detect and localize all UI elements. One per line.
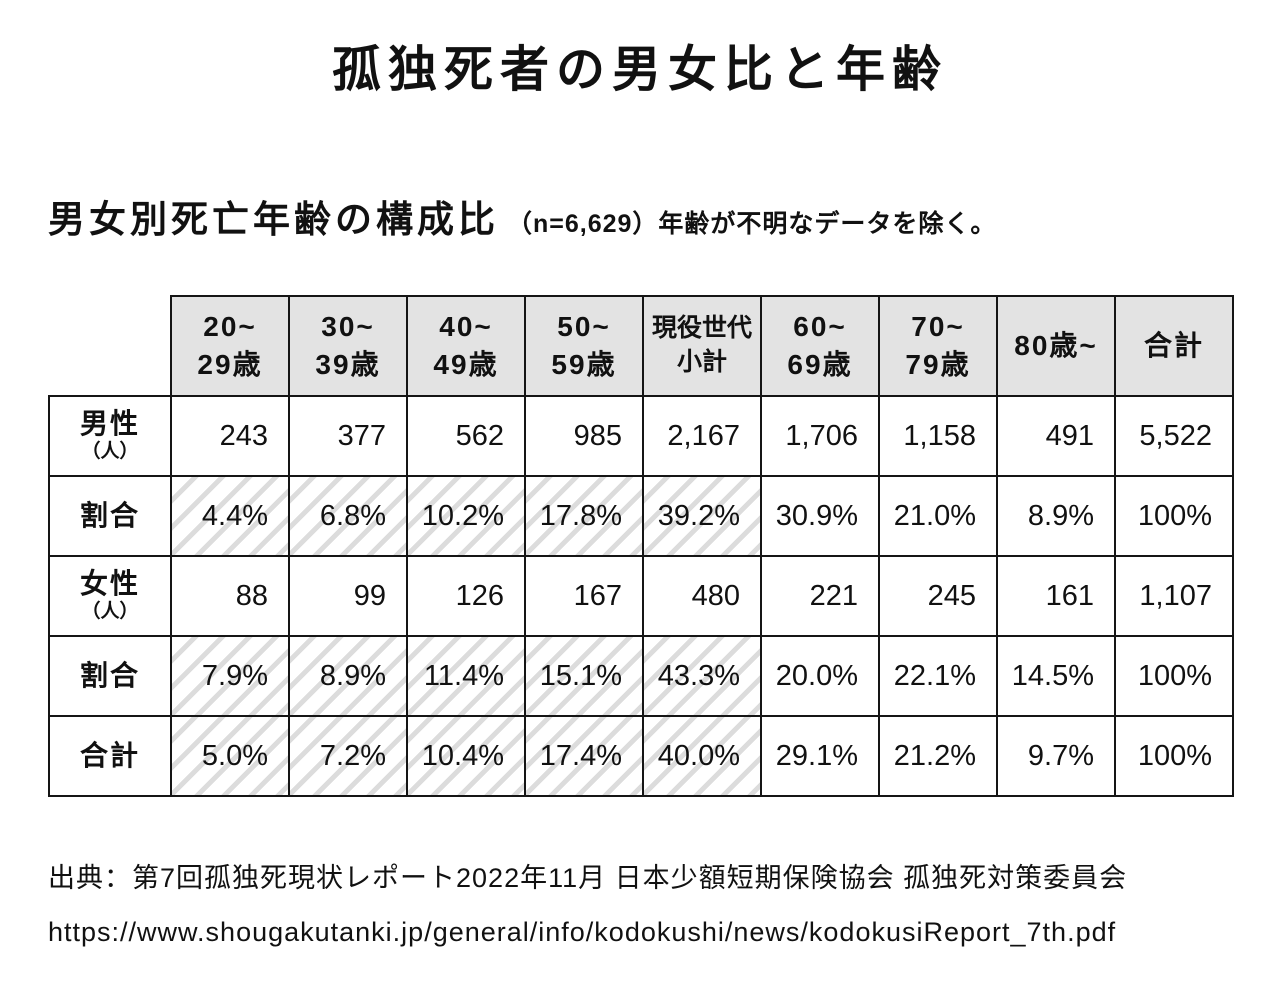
table-cell: 221 (760, 555, 880, 637)
sample-size-note: （n=6,629）年齢が不明なデータを除く。 (507, 210, 997, 238)
table-cell: 21.2% (878, 715, 998, 797)
table-row-male-ratio: 割合 4.4% 6.8% 10.2% 17.8% 39.2% 30.9% 21.… (48, 475, 1234, 557)
table-cell: 1,158 (878, 395, 998, 477)
row-label-male-ratio: 割合 (48, 475, 172, 557)
source-text: 出典：第7回孤独死現状レポート2022年11月 日本少額短期保険協会 孤独死対策… (48, 863, 1128, 893)
column-header-total: 合計 (1114, 295, 1234, 397)
table-cell: 100% (1114, 635, 1234, 717)
table-cell: 21.0% (878, 475, 998, 557)
section-heading: 男女別死亡年齢の構成比 （n=6,629）年齢が不明なデータを除く。 (48, 189, 1280, 243)
column-header-80plus: 80歳~ (996, 295, 1116, 397)
table-cell: 562 (406, 395, 526, 477)
table-row-female-ratio: 割合 7.9% 8.9% 11.4% 15.1% 43.3% 20.0% 22.… (48, 635, 1234, 717)
table-cell: 100% (1114, 715, 1234, 797)
column-header-40-49: 40~ 49歳 (406, 295, 526, 397)
row-label-female: 女性 （人） (48, 555, 172, 637)
table-cell: 167 (524, 555, 644, 637)
table-cell: 9.7% (996, 715, 1116, 797)
column-header-working-subtotal: 現役世代 小計 (642, 295, 762, 397)
table-cell: 8.9% (288, 635, 408, 717)
table-cell: 10.2% (406, 475, 526, 557)
table-cell: 2,167 (642, 395, 762, 477)
table-cell: 5.0% (170, 715, 290, 797)
stats-table: 20~ 29歳 30~ 39歳 40~ 49歳 50~ 59歳 現役世代 小計 60~ 69… (48, 295, 1234, 797)
table-cell: 10.4% (406, 715, 526, 797)
table-cell: 985 (524, 395, 644, 477)
corner-cell (49, 296, 171, 396)
table-row-female-count: 女性 （人） 88 99 126 167 480 221 245 161 1,10… (48, 555, 1234, 637)
table-cell: 491 (996, 395, 1116, 477)
table-cell: 245 (878, 555, 998, 637)
table-cell: 6.8% (288, 475, 408, 557)
table-cell: 17.4% (524, 715, 644, 797)
table-row-male-count: 男性 （人） 243 377 562 985 2,167 1,706 1,158 … (48, 395, 1234, 477)
row-label-total: 合計 (48, 715, 172, 797)
table-cell: 1,706 (760, 395, 880, 477)
table-cell: 7.9% (170, 635, 290, 717)
column-header-60-69: 60~ 69歳 (760, 295, 880, 397)
table-cell: 39.2% (642, 475, 762, 557)
table-row-total-ratio: 合計 5.0% 7.2% 10.4% 17.4% 40.0% 29.1% 21.… (48, 715, 1234, 797)
table-cell: 30.9% (760, 475, 880, 557)
table-cell: 29.1% (760, 715, 880, 797)
table-cell: 5,522 (1114, 395, 1234, 477)
table-cell: 243 (170, 395, 290, 477)
table-cell: 480 (642, 555, 762, 637)
table-cell: 20.0% (760, 635, 880, 717)
row-label-female-ratio: 割合 (48, 635, 172, 717)
table-cell: 14.5% (996, 635, 1116, 717)
column-header-20-29: 20~ 29歳 (170, 295, 290, 397)
table-cell: 99 (288, 555, 408, 637)
table-cell: 17.8% (524, 475, 644, 557)
column-header-30-39: 30~ 39歳 (288, 295, 408, 397)
table-cell: 126 (406, 555, 526, 637)
source-url: https://www.shougakutanki.jp/general/inf… (48, 917, 1117, 947)
table-cell: 4.4% (170, 475, 290, 557)
row-label-male: 男性 （人） (48, 395, 172, 477)
column-header-50-59: 50~ 59歳 (524, 295, 644, 397)
table-cell: 161 (996, 555, 1116, 637)
column-header-70-79: 70~ 79歳 (878, 295, 998, 397)
table-cell: 15.1% (524, 635, 644, 717)
table-cell: 1,107 (1114, 555, 1234, 637)
table-cell: 100% (1114, 475, 1234, 557)
table-cell: 8.9% (996, 475, 1116, 557)
table-cell: 88 (170, 555, 290, 637)
table-cell: 22.1% (878, 635, 998, 717)
table-cell: 43.3% (642, 635, 762, 717)
table-cell: 11.4% (406, 635, 526, 717)
table-header-row: 20~ 29歳 30~ 39歳 40~ 49歳 50~ 59歳 現役世代 小計 60~ 69… (49, 295, 1234, 397)
table-cell: 377 (288, 395, 408, 477)
source-citation: 出典：第7回孤独死現状レポート2022年11月 日本少額短期保険協会 孤独死対策… (48, 851, 1232, 959)
page-title: 孤独死者の男女比と年齢 (331, 43, 948, 97)
table-cell: 7.2% (288, 715, 408, 797)
section-heading-main: 男女別死亡年齢の構成比 (48, 199, 499, 240)
table-cell: 40.0% (642, 715, 762, 797)
